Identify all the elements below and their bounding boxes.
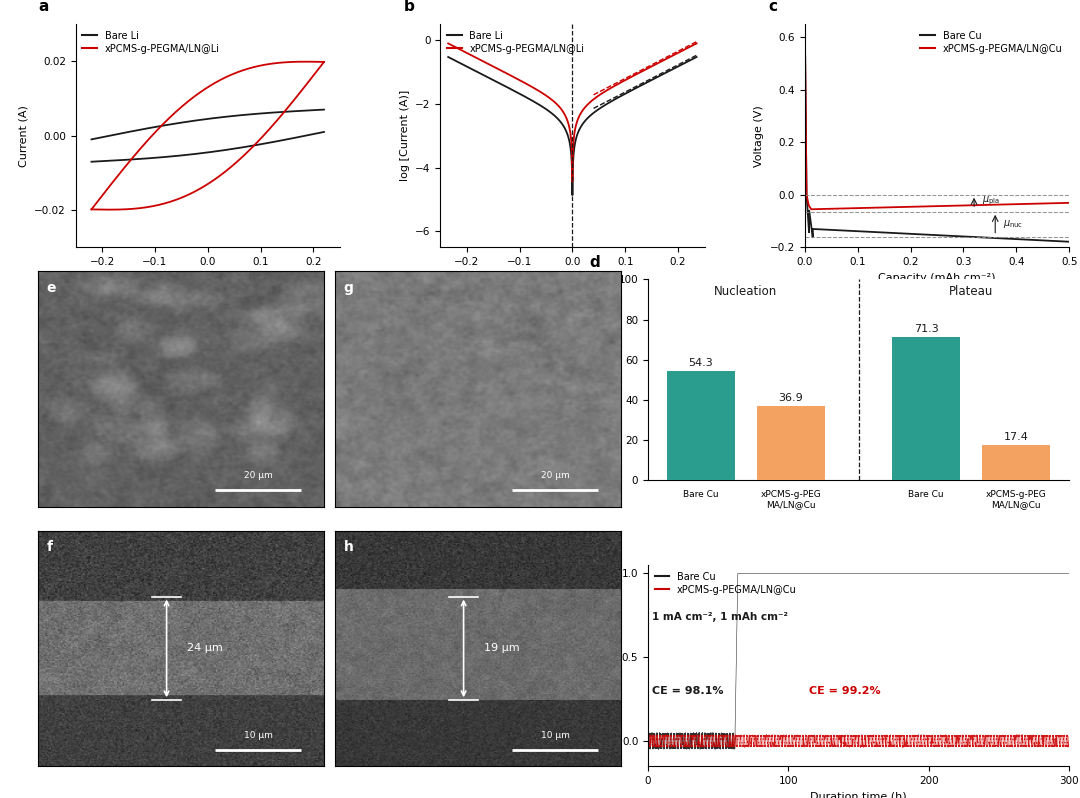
Text: i: i [589,541,594,556]
Text: CE = 98.1%: CE = 98.1% [652,686,724,696]
Text: d: d [589,255,599,271]
Bar [757,406,825,480]
X-axis label: Duration time (h): Duration time (h) [810,792,907,798]
Text: Nucleation: Nucleation [714,286,778,298]
Text: $\mu_{\rm pla}$: $\mu_{\rm pla}$ [982,195,1000,207]
Legend: Bare Li, xPCMS-g-PEGMA/LN@Li: Bare Li, xPCMS-g-PEGMA/LN@Li [445,29,586,56]
Text: 36.9: 36.9 [779,393,804,403]
Text: 20 μm: 20 μm [541,472,569,480]
X-axis label: Voltage (V): Voltage (V) [541,273,604,282]
Y-axis label: Voltage (V): Voltage (V) [606,634,617,697]
Text: 19 μm: 19 μm [484,643,519,654]
Bar [667,371,734,480]
Text: 1 mA cm⁻², 1 mAh cm⁻²: 1 mA cm⁻², 1 mAh cm⁻² [652,612,788,622]
X-axis label: Capacity (mAh cm⁻²): Capacity (mAh cm⁻²) [878,273,996,282]
Text: e: e [46,281,56,294]
Text: 20 μm: 20 μm [244,472,272,480]
Text: h: h [343,540,353,554]
Text: 17.4: 17.4 [1003,433,1029,442]
Text: 10 μm: 10 μm [244,731,272,740]
Text: CE = 99.2%: CE = 99.2% [810,686,881,696]
Text: 10 μm: 10 μm [541,731,569,740]
Y-axis label: log [Current (A)]: log [Current (A)] [400,90,409,181]
Text: Plateau: Plateau [949,286,994,298]
Legend: Bare Cu, xPCMS-g-PEGMA/LN@Cu: Bare Cu, xPCMS-g-PEGMA/LN@Cu [653,570,799,597]
Text: b: b [403,0,414,14]
Text: f: f [46,540,53,554]
Text: $\mu_{\rm nuc}$: $\mu_{\rm nuc}$ [1003,219,1024,231]
Text: a: a [39,0,49,14]
Legend: Bare Cu, xPCMS-g-PEGMA/LN@Cu: Bare Cu, xPCMS-g-PEGMA/LN@Cu [918,29,1064,56]
Text: g: g [343,281,353,294]
Bar [983,445,1050,480]
Bar [892,337,960,480]
Text: c: c [768,0,777,14]
Legend: Bare Li, xPCMS-g-PEGMA/LN@Li: Bare Li, xPCMS-g-PEGMA/LN@Li [81,29,221,56]
Text: 71.3: 71.3 [914,324,939,334]
Y-axis label: Current (A): Current (A) [18,105,28,167]
Text: 24 μm: 24 μm [187,643,222,654]
Y-axis label: Voltage (V): Voltage (V) [755,105,765,167]
Y-axis label: Overpotential (mV): Overpotential (mV) [603,326,613,433]
Text: 54.3: 54.3 [689,358,713,368]
X-axis label: Voltage (V): Voltage (V) [177,273,239,282]
